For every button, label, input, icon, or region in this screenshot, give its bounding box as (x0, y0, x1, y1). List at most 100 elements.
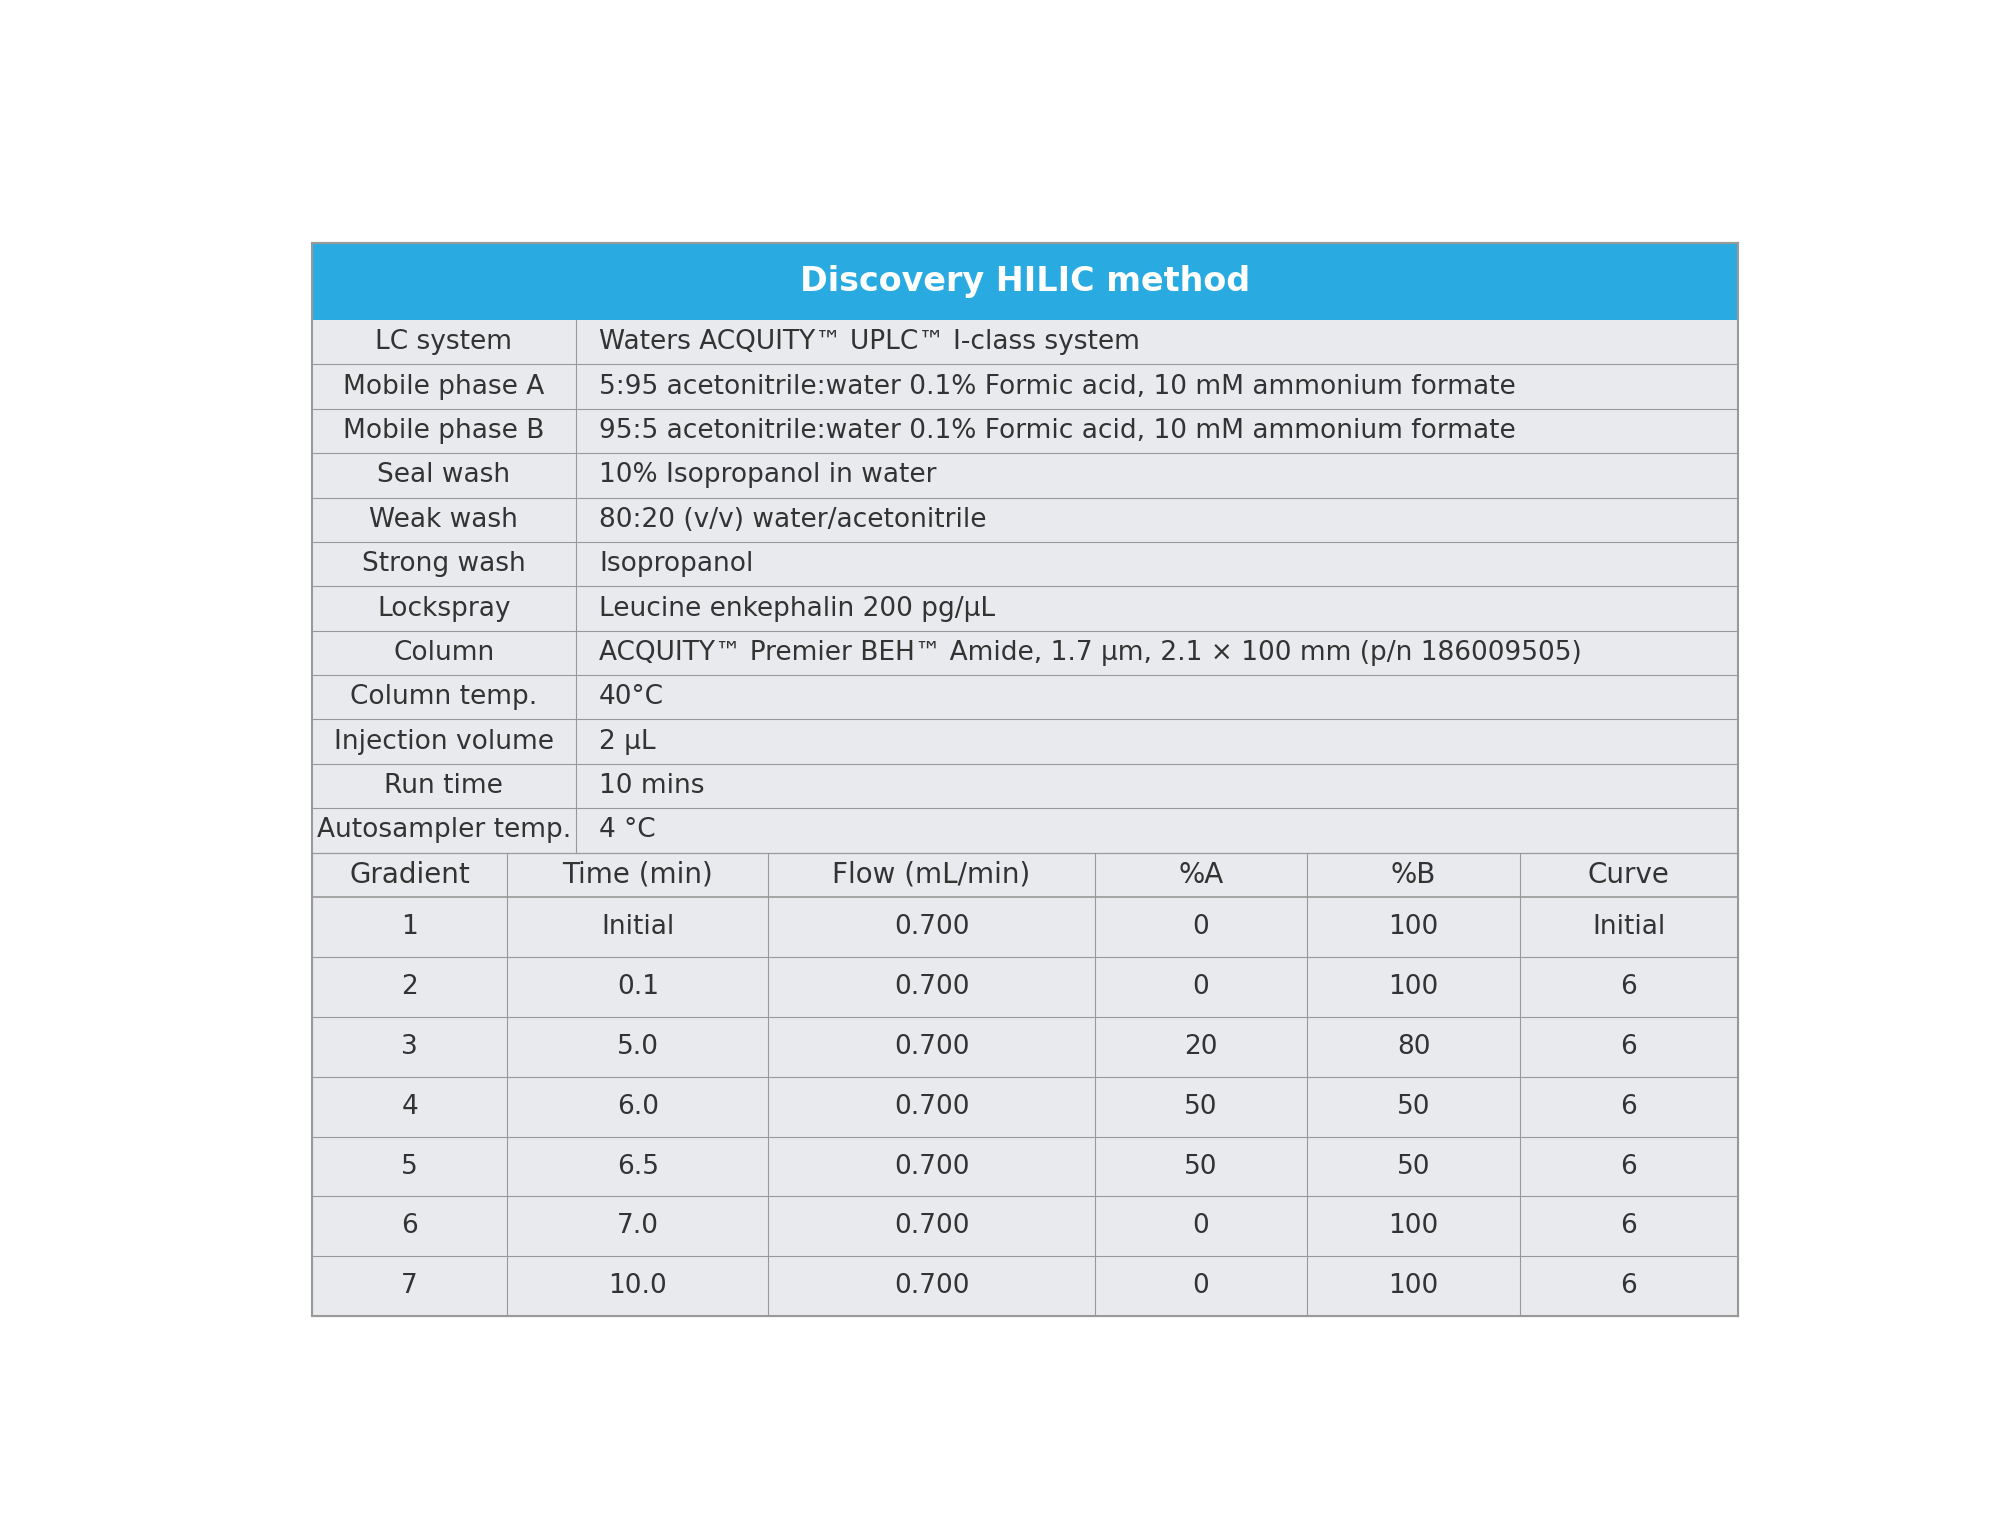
Bar (1308, 853, 1520, 896)
Bar (768, 1077, 1094, 1137)
Text: Seal wash: Seal wash (378, 463, 510, 489)
Text: Column: Column (394, 640, 494, 666)
Text: 100: 100 (1388, 974, 1438, 1000)
Bar (508, 853, 768, 896)
Text: 6.0: 6.0 (616, 1094, 658, 1120)
Text: Leucine enkephalin 200 pg/μL: Leucine enkephalin 200 pg/μL (600, 596, 996, 622)
Bar (508, 1017, 768, 1077)
Bar (1520, 1137, 1738, 1196)
Text: ACQUITY™ Premier BEH™ Amide, 1.7 μm, 2.1 × 100 mm (p/n 186009505): ACQUITY™ Premier BEH™ Amide, 1.7 μm, 2.1… (600, 640, 1582, 666)
Bar (312, 853, 508, 896)
Text: 6.5: 6.5 (616, 1154, 658, 1180)
Text: 0: 0 (1192, 974, 1210, 1000)
Text: Isopropanol: Isopropanol (600, 552, 754, 578)
Bar (576, 453, 1738, 498)
Text: Waters ACQUITY™ UPLC™ I-class system: Waters ACQUITY™ UPLC™ I-class system (600, 329, 1140, 355)
Bar (768, 958, 1094, 1017)
Bar (312, 896, 508, 958)
Text: Discovery HILIC method: Discovery HILIC method (800, 265, 1250, 297)
Bar (508, 1256, 768, 1316)
Bar (312, 1077, 508, 1137)
Bar (312, 498, 576, 542)
Bar (576, 676, 1738, 720)
Text: 0.700: 0.700 (894, 915, 970, 941)
Text: 0: 0 (1192, 915, 1210, 941)
Text: Run time: Run time (384, 774, 504, 800)
Bar (1094, 1256, 1308, 1316)
Bar (312, 1196, 508, 1256)
Bar (312, 453, 576, 498)
Bar (312, 409, 576, 453)
Bar (1094, 896, 1308, 958)
Bar (508, 896, 768, 958)
Bar (1308, 1077, 1520, 1137)
Text: 50: 50 (1184, 1094, 1218, 1120)
Text: 0.700: 0.700 (894, 1213, 970, 1239)
Text: Mobile phase A: Mobile phase A (344, 374, 544, 400)
Text: 0.1: 0.1 (616, 974, 658, 1000)
Text: 4 °C: 4 °C (600, 818, 656, 844)
Text: Column temp.: Column temp. (350, 685, 538, 711)
Bar (768, 896, 1094, 958)
Text: 6: 6 (1620, 1154, 1638, 1180)
Text: LC system: LC system (376, 329, 512, 355)
Bar (576, 542, 1738, 587)
Bar (312, 809, 576, 853)
Text: 0.700: 0.700 (894, 1034, 970, 1060)
Bar (768, 853, 1094, 896)
Text: 6: 6 (1620, 1034, 1638, 1060)
Text: 100: 100 (1388, 1273, 1438, 1299)
Bar (1520, 958, 1738, 1017)
Text: 6: 6 (1620, 1273, 1638, 1299)
Text: 3: 3 (402, 1034, 418, 1060)
Text: 10.0: 10.0 (608, 1273, 668, 1299)
Bar (576, 587, 1738, 631)
Bar (1094, 1196, 1308, 1256)
Bar (768, 1196, 1094, 1256)
Text: 2: 2 (402, 974, 418, 1000)
Text: 0.700: 0.700 (894, 974, 970, 1000)
Bar (1094, 1137, 1308, 1196)
Bar (1520, 896, 1738, 958)
Bar (1308, 1017, 1520, 1077)
Text: Initial: Initial (602, 915, 674, 941)
Bar (312, 676, 576, 720)
Bar (1094, 853, 1308, 896)
Text: Time (min): Time (min) (562, 861, 714, 889)
Text: 0: 0 (1192, 1213, 1210, 1239)
Bar (1094, 1077, 1308, 1137)
Text: 50: 50 (1184, 1154, 1218, 1180)
Bar (312, 764, 576, 809)
Text: 0: 0 (1192, 1273, 1210, 1299)
Bar (1520, 853, 1738, 896)
Text: 40°C: 40°C (600, 685, 664, 711)
Bar (312, 365, 576, 409)
Bar (508, 1137, 768, 1196)
Bar (312, 1137, 508, 1196)
Bar (1094, 1017, 1308, 1077)
Bar (312, 242, 1738, 320)
Text: 1: 1 (402, 915, 418, 941)
Bar (312, 587, 576, 631)
Bar (312, 720, 576, 764)
Bar (1094, 958, 1308, 1017)
Bar (768, 1137, 1094, 1196)
Text: %A: %A (1178, 861, 1224, 889)
Text: 100: 100 (1388, 915, 1438, 941)
Bar (312, 320, 576, 365)
Text: 6: 6 (1620, 974, 1638, 1000)
Text: %B: %B (1390, 861, 1436, 889)
Text: Lockspray: Lockspray (378, 596, 510, 622)
Bar (576, 631, 1738, 676)
Text: 0.700: 0.700 (894, 1154, 970, 1180)
Text: Weak wash: Weak wash (370, 507, 518, 533)
Bar (1308, 1256, 1520, 1316)
Bar (576, 720, 1738, 764)
Bar (576, 498, 1738, 542)
Bar (576, 409, 1738, 453)
Bar (1520, 1196, 1738, 1256)
Bar (1520, 1017, 1738, 1077)
Text: 50: 50 (1396, 1154, 1430, 1180)
Bar (576, 365, 1738, 409)
Bar (1520, 1077, 1738, 1137)
